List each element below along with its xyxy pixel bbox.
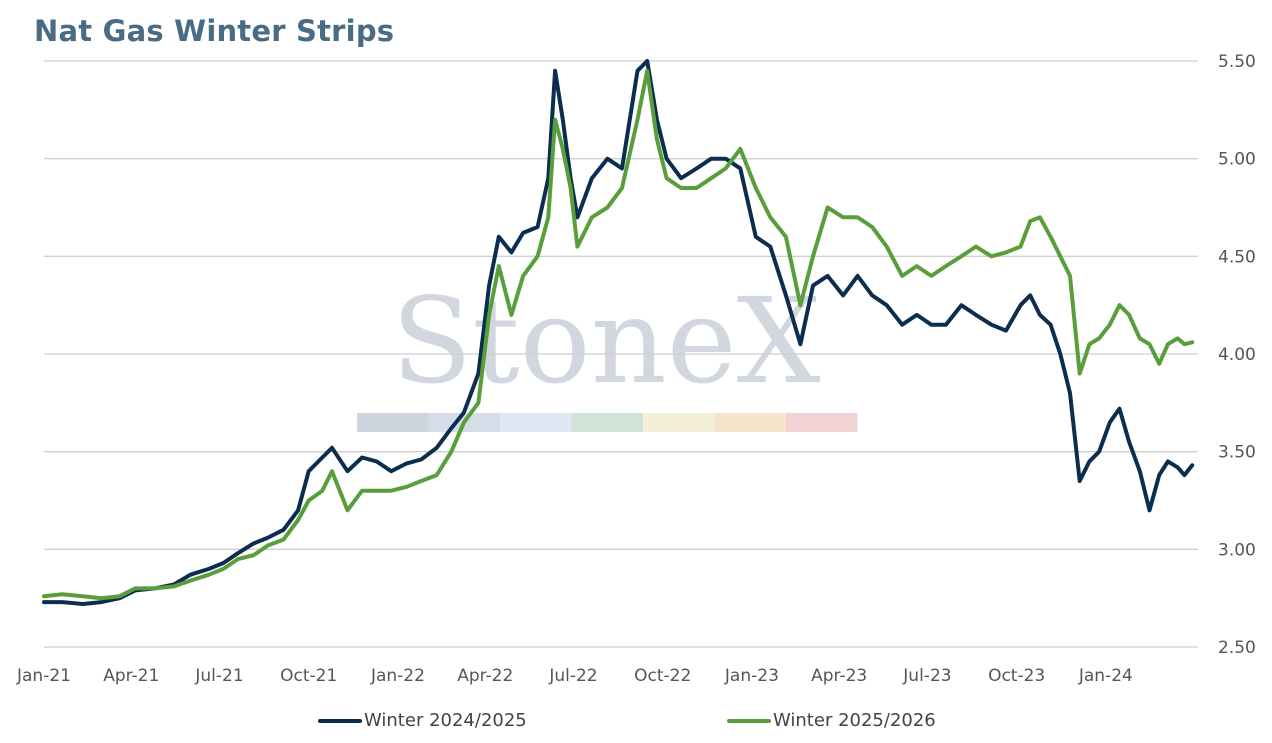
watermark-bar-4 [643,413,715,432]
legend-swatch-winter-2024-2025 [318,718,362,723]
x-tick-label: Jan-24 [1078,666,1133,686]
x-tick-label: Oct-23 [988,666,1045,686]
watermark-logo: StoneX [357,272,858,432]
x-tick-label: Apr-23 [811,666,867,686]
x-tick-label: Jan-21 [16,666,71,686]
series-line-winter-2025-2026 [42,68,1195,601]
x-tick-label: Apr-21 [103,666,159,686]
watermark-bar-3 [571,413,643,432]
watermark-bar-6 [786,413,858,432]
y-tick-label: 3.50 [1218,443,1256,463]
y-tick-label: 2.50 [1218,638,1256,658]
y-tick-label: 5.50 [1218,52,1256,72]
x-tick-label: Jan-22 [370,666,425,686]
y-tick-label: 5.00 [1218,150,1256,170]
x-tick-label: Apr-22 [457,666,513,686]
x-tick-label: Jul-22 [548,666,597,686]
series-lines [42,59,1195,606]
watermark-bar-0 [357,413,429,432]
gridlines [44,60,1198,648]
x-tick-label: Jul-23 [902,666,951,686]
legend: Winter 2024/2025 Winter 2025/2026 [0,710,1272,736]
y-tick-label: 4.50 [1218,247,1256,267]
legend-item-winter-2024-2025: Winter 2024/2025 [318,710,527,731]
chart-title: Nat Gas Winter Strips [34,14,395,48]
legend-item-winter-2025-2026: Winter 2025/2026 [727,710,936,731]
x-axis-ticks: Jan-21 Apr-21 Jul-21 Oct-21 Jan-22 Apr-22 Jul-… [16,666,1133,686]
legend-swatch-winter-2025-2026 [727,718,771,723]
x-tick-label: Oct-21 [280,666,337,686]
watermark-bar-5 [714,413,786,432]
watermark-bar-2 [500,413,572,432]
x-tick-label: Jul-21 [194,666,243,686]
x-tick-label: Jan-23 [724,666,779,686]
legend-label-winter-2025-2026: Winter 2025/2026 [773,710,936,731]
y-tick-label: 4.00 [1218,345,1256,365]
series-line-winter-2024-2025 [42,59,1195,606]
watermark-text: StoneX [391,272,820,410]
y-axis-ticks: 2.50 3.00 3.50 4.00 4.50 5.00 5.50 [1218,52,1256,658]
legend-label-winter-2024-2025: Winter 2024/2025 [364,710,527,731]
x-tick-label: Oct-22 [634,666,691,686]
y-tick-label: 3.00 [1218,540,1256,560]
